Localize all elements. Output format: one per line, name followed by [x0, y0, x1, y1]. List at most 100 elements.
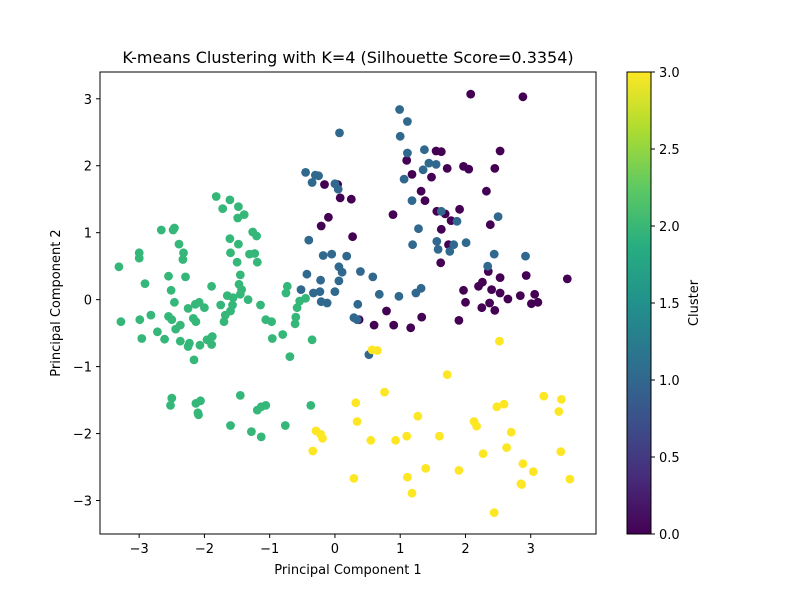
cluster-2-point — [175, 320, 185, 330]
cluster-3-point — [557, 395, 566, 404]
cluster-1-point — [307, 178, 317, 187]
cluster-3-point — [403, 472, 412, 482]
cluster-2-point — [166, 285, 176, 295]
y-tick-label: 3 — [84, 93, 92, 108]
y-tick-label: 0 — [84, 294, 92, 309]
cluster-0-point — [490, 164, 500, 173]
cluster-0-point — [324, 212, 333, 222]
cluster-0-point — [459, 285, 468, 295]
cluster-0-point — [420, 196, 430, 206]
cluster-0-point — [427, 172, 436, 182]
cluster-2-point — [267, 334, 277, 343]
cluster-2-point — [282, 281, 292, 291]
cluster-2-point — [167, 315, 177, 325]
cluster-2-point — [195, 340, 205, 350]
cluster-2-point — [200, 303, 209, 313]
cluster-1-point — [445, 247, 455, 256]
colorbar-tick-label: 1.5 — [659, 297, 680, 312]
cluster-3-point — [565, 474, 575, 484]
colorbar-label: Cluster — [687, 279, 702, 326]
cluster-2-point — [291, 312, 301, 322]
cluster-2-point — [156, 225, 166, 235]
x-tick-label: −1 — [260, 542, 279, 557]
cluster-2-point — [247, 427, 256, 436]
cluster-1-point — [395, 105, 404, 114]
cluster-0-point — [485, 220, 495, 230]
cluster-2-point — [137, 334, 147, 343]
cluster-3-point — [492, 402, 502, 412]
cluster-2-point — [233, 213, 243, 223]
chart-title: K-means Clustering with K=4 (Silhouette … — [122, 48, 573, 67]
y-axis-label: Principal Component 2 — [49, 229, 64, 376]
cluster-0-point — [490, 306, 500, 315]
cluster-3-point — [421, 464, 431, 473]
cluster-1-point — [432, 237, 442, 246]
cluster-2-point — [168, 225, 178, 235]
cluster-2-point — [226, 421, 235, 430]
cluster-1-point — [315, 287, 325, 296]
colorbar — [626, 71, 652, 535]
cluster-0-point — [518, 92, 528, 102]
x-tick-label: −2 — [195, 542, 214, 557]
cluster-0-point — [455, 204, 464, 214]
cluster-1-point — [304, 235, 314, 245]
cluster-1-point — [399, 174, 409, 184]
cluster-2-point — [166, 401, 175, 410]
cluster-2-point — [146, 310, 156, 320]
cluster-1-point — [368, 272, 378, 282]
cluster-2-point — [235, 391, 245, 400]
cluster-0-point — [316, 221, 326, 231]
cluster-2-point — [194, 410, 203, 420]
cluster-1-point — [452, 216, 462, 226]
cluster-3-point — [318, 433, 327, 443]
cluster-2-point — [189, 355, 199, 365]
cluster-2-point — [153, 327, 162, 337]
cluster-3-point — [502, 443, 511, 452]
cluster-3-point — [506, 427, 516, 437]
cluster-0-point — [482, 186, 491, 196]
y-tick-label: 2 — [84, 160, 92, 175]
cluster-2-point — [135, 315, 145, 325]
cluster-0-point — [442, 164, 452, 173]
cluster-2-point — [234, 202, 243, 212]
cluster-3-point — [489, 508, 499, 517]
cluster-2-point — [267, 317, 276, 327]
cluster-0-point — [461, 297, 470, 307]
cluster-2-point — [170, 297, 179, 307]
cluster-2-point — [191, 317, 201, 327]
cluster-0-point — [487, 285, 496, 294]
colorbar-ticks: 0.0 0.5 1.0 1.5 2.0 2.5 3.0 — [651, 66, 680, 543]
x-tick-label: 1 — [396, 542, 404, 557]
cluster-1-point — [337, 267, 347, 277]
y-axis: −3 −2 −1 0 1 2 3 — [73, 93, 100, 510]
cluster-2-point — [140, 279, 150, 288]
cluster-2-point — [256, 300, 265, 310]
cluster-2-point — [196, 396, 205, 406]
y-tick-label: −2 — [73, 428, 92, 443]
cluster-1-point — [407, 196, 417, 206]
cluster-1-point — [302, 269, 312, 279]
cluster-0-point — [530, 289, 540, 299]
cluster-0-point — [346, 194, 356, 204]
cluster-1-point — [403, 117, 412, 126]
cluster-0-point — [406, 323, 416, 333]
cluster-0-point — [407, 170, 417, 179]
cluster-1-point — [335, 128, 344, 138]
cluster-1-point — [301, 168, 310, 177]
colorbar-tick-label: 1.0 — [659, 374, 680, 389]
cluster-1-point — [489, 249, 499, 259]
cluster-0-point — [495, 273, 505, 282]
cluster-0-point — [503, 294, 513, 304]
cluster-0-point — [416, 186, 426, 196]
cluster-1-point — [318, 251, 328, 260]
cluster-3-point — [518, 459, 528, 469]
cluster-2-point — [250, 249, 260, 258]
cluster-3-point — [380, 387, 389, 397]
cluster-2-point — [190, 299, 200, 309]
cluster-0-point — [320, 180, 329, 189]
cluster-2-point — [281, 288, 291, 298]
cluster-1-point — [424, 158, 434, 168]
cluster-1-point — [314, 171, 323, 181]
cluster-2-point — [179, 248, 188, 258]
